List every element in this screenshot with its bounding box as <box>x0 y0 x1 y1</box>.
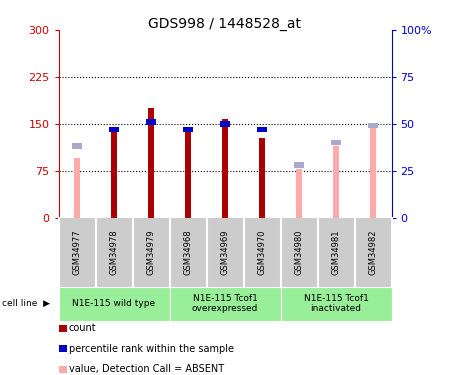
Bar <box>369 127 376 218</box>
Bar <box>259 138 266 218</box>
Text: GSM34978: GSM34978 <box>109 230 118 275</box>
Text: N1E-115 wild type: N1E-115 wild type <box>72 299 156 308</box>
Bar <box>148 108 154 218</box>
Bar <box>72 144 81 149</box>
Bar <box>184 127 193 132</box>
Text: GSM34970: GSM34970 <box>257 230 266 275</box>
Bar <box>146 119 156 124</box>
Text: GSM34979: GSM34979 <box>147 230 156 275</box>
Bar <box>331 140 341 146</box>
Bar <box>74 158 81 218</box>
Bar <box>184 127 191 218</box>
Bar <box>222 119 228 218</box>
Bar <box>333 146 339 218</box>
Text: count: count <box>69 323 96 333</box>
Bar <box>109 127 119 132</box>
Text: N1E-115 Tcof1
overexpressed: N1E-115 Tcof1 overexpressed <box>192 294 258 314</box>
Bar <box>111 130 117 218</box>
Text: value, Detection Call = ABSENT: value, Detection Call = ABSENT <box>69 364 224 374</box>
Bar <box>220 121 230 127</box>
Text: GSM34977: GSM34977 <box>72 230 81 275</box>
Text: GSM34981: GSM34981 <box>332 230 341 275</box>
Text: GSM34968: GSM34968 <box>184 230 193 275</box>
Text: GSM34969: GSM34969 <box>220 230 230 275</box>
Bar <box>369 123 378 128</box>
Bar <box>294 162 304 168</box>
Bar <box>257 127 266 132</box>
Text: GSM34982: GSM34982 <box>369 230 378 275</box>
Text: N1E-115 Tcof1
inactivated: N1E-115 Tcof1 inactivated <box>304 294 369 314</box>
Text: percentile rank within the sample: percentile rank within the sample <box>69 344 234 354</box>
Text: GSM34980: GSM34980 <box>294 230 303 275</box>
Bar <box>296 169 302 217</box>
Text: GDS998 / 1448528_at: GDS998 / 1448528_at <box>148 17 302 31</box>
Text: cell line  ▶: cell line ▶ <box>2 299 50 308</box>
